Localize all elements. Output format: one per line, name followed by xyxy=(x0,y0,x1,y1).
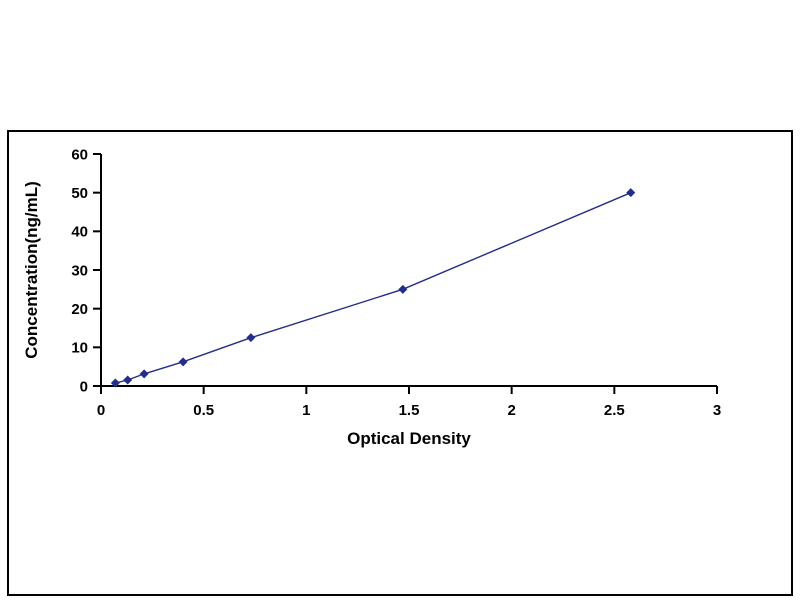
axes xyxy=(100,154,717,387)
y-tick-label: 10 xyxy=(71,340,88,357)
x-tick-label: 3 xyxy=(713,402,721,419)
y-tick-label: 30 xyxy=(71,262,88,279)
series-line xyxy=(115,192,632,384)
chart-frame: 0 10 20 30 40 50 60 0 0.5 1 1.5 2 2.5 3 Optical Densit… xyxy=(7,130,793,596)
x-axis-title: Optical Density xyxy=(347,429,471,448)
x-tick-label: 2.5 xyxy=(604,402,625,419)
y-axis-title: Concentration(ng/mL) xyxy=(22,181,41,359)
data-point-diamond xyxy=(246,333,256,343)
y-tick-label: 20 xyxy=(71,301,88,318)
data-point-diamond xyxy=(123,375,133,385)
y-tick-label: 40 xyxy=(71,224,88,241)
data-point-diamond xyxy=(178,357,188,367)
y-tick-label: 60 xyxy=(71,146,88,163)
standard-curve-chart: 0 10 20 30 40 50 60 0 0.5 1 1.5 2 2.5 3 Optical Densit… xyxy=(22,146,721,448)
data-point-diamond xyxy=(139,369,149,379)
y-tick-label: 50 xyxy=(71,185,88,202)
data-point-diamond xyxy=(110,378,120,388)
y-tick-label: 0 xyxy=(80,378,88,395)
x-tick-label: 0 xyxy=(97,402,105,419)
x-tick-label: 2 xyxy=(507,402,515,419)
x-tick-label: 1.5 xyxy=(399,402,420,419)
data-point-diamond xyxy=(626,188,636,198)
x-tick-label: 0.5 xyxy=(193,402,214,419)
data-point-diamond xyxy=(398,284,408,294)
x-tick-label: 1 xyxy=(302,402,310,419)
